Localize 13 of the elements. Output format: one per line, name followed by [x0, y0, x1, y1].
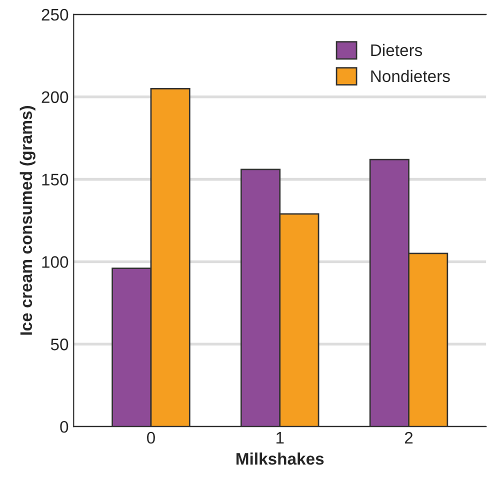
y-axis-title: Ice cream consumed (grams): [20, 106, 36, 335]
x-tick-label: 0: [147, 432, 155, 444]
x-axis-title: Milkshakes: [236, 452, 324, 465]
y-tick-label: 250: [42, 8, 68, 21]
y-tick-label: 0: [60, 420, 68, 433]
y-tick-label: 50: [50, 338, 68, 350]
legend-label: Nondieters: [371, 70, 450, 82]
x-tick-label: 2: [404, 432, 413, 444]
y-tick-label: 200: [42, 91, 68, 104]
y-tick-label: 100: [42, 256, 68, 268]
legend-label: Dieters: [371, 44, 422, 56]
y-tick-label: 150: [42, 174, 68, 186]
x-tick-label: 1: [276, 432, 284, 444]
